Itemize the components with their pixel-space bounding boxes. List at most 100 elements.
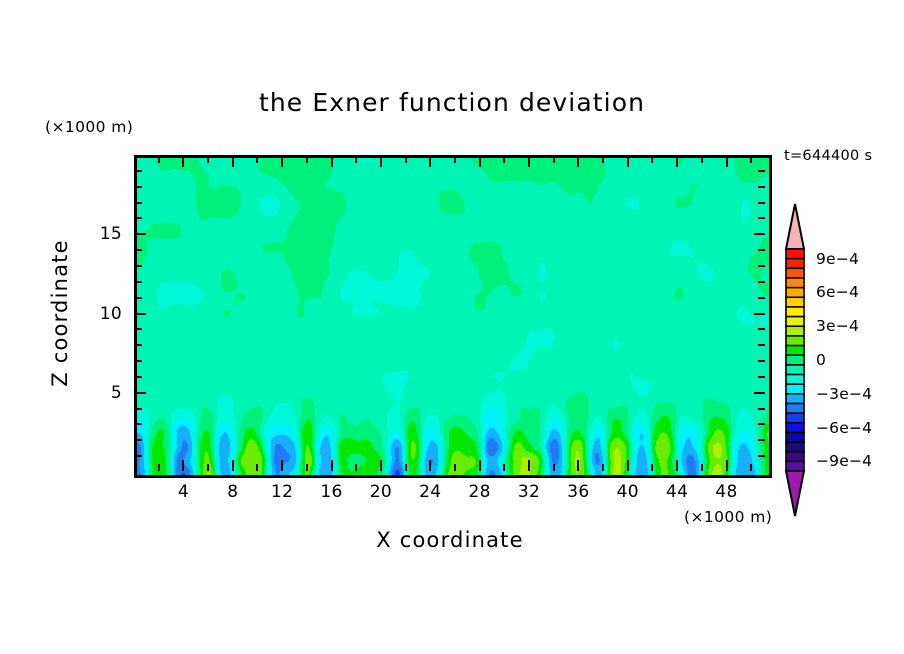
x-tick-mark <box>331 156 333 167</box>
x-tick-label: 44 <box>666 482 689 502</box>
x-tick-mark <box>182 156 184 167</box>
y-tick-mark <box>758 423 765 425</box>
x-tick-mark <box>528 156 530 167</box>
x-tick-mark <box>553 156 555 163</box>
colorbar-band <box>785 306 805 318</box>
x-tick-mark <box>355 464 357 471</box>
x-tick-label: 8 <box>227 482 239 502</box>
colorbar-band <box>785 354 805 367</box>
x-tick-mark <box>553 464 555 471</box>
x-tick-label: 48 <box>715 482 738 502</box>
x-tick-mark <box>429 156 431 167</box>
x-tick-mark <box>429 460 431 471</box>
colorbar-band <box>785 364 805 376</box>
colorbar-band <box>785 431 805 444</box>
x-tick-mark <box>701 156 703 163</box>
x-tick-mark <box>726 156 728 167</box>
colorbar-band <box>785 421 805 434</box>
y-tick-mark <box>135 376 142 378</box>
colorbar-tick-label: −6e−4 <box>816 418 873 437</box>
x-tick-mark <box>281 460 283 471</box>
y-tick-mark <box>135 360 142 362</box>
x-tick-mark <box>256 156 258 163</box>
x-tick-mark <box>207 464 209 471</box>
y-tick-mark <box>135 217 142 219</box>
x-tick-label: 12 <box>271 482 294 502</box>
y-tick-mark <box>758 376 765 378</box>
x-tick-mark <box>676 156 678 167</box>
y-tick-mark <box>754 392 765 394</box>
x-tick-mark <box>479 156 481 167</box>
colorbar-band <box>785 383 805 396</box>
y-tick-mark <box>135 297 142 299</box>
y-tick-mark <box>135 408 142 410</box>
colorbar-band <box>785 412 805 425</box>
colorbar-tick-label: −3e−4 <box>816 384 873 403</box>
x-tick-mark <box>577 460 579 471</box>
colorbar-tick-label: 6e−4 <box>816 283 860 302</box>
y-tick-mark <box>758 360 765 362</box>
y-tick-mark <box>758 297 765 299</box>
x-tick-label: 16 <box>320 482 343 502</box>
x-tick-mark <box>627 156 629 167</box>
y-tick-mark <box>135 455 142 457</box>
colorbar-min-arrow <box>784 470 806 517</box>
x-tick-mark <box>158 464 160 471</box>
y-tick-mark <box>758 281 765 283</box>
colorbar <box>780 203 810 523</box>
y-axis-unit-label: (×1000 m) <box>45 118 134 136</box>
x-tick-mark <box>281 156 283 167</box>
y-tick-mark <box>754 233 765 235</box>
x-tick-mark <box>232 156 234 167</box>
colorbar-band <box>785 335 805 347</box>
colorbar-band <box>785 257 805 270</box>
colorbar-band <box>785 315 805 328</box>
x-tick-mark <box>701 464 703 471</box>
colorbar-tick-label: 9e−4 <box>816 249 860 268</box>
colorbar-band <box>785 325 805 338</box>
x-axis-unit-label: (×1000 m) <box>684 508 773 526</box>
colorbar-band <box>785 441 805 454</box>
y-tick-mark <box>758 328 765 330</box>
colorbar-band <box>785 344 805 357</box>
colorbar-tick-label: −9e−4 <box>816 452 873 471</box>
x-tick-mark <box>528 460 530 471</box>
y-tick-mark <box>135 328 142 330</box>
x-tick-mark <box>454 464 456 471</box>
x-tick-mark <box>577 156 579 167</box>
x-tick-mark <box>479 460 481 471</box>
colorbar-band <box>785 296 805 309</box>
y-tick-mark <box>758 344 765 346</box>
y-tick-mark <box>758 455 765 457</box>
y-tick-mark <box>758 439 765 441</box>
x-tick-label: 20 <box>369 482 392 502</box>
colorbar-band <box>785 402 805 415</box>
x-tick-mark <box>750 156 752 163</box>
x-tick-label: 32 <box>517 482 541 502</box>
colorbar-band <box>785 277 805 290</box>
x-tick-mark <box>602 156 604 163</box>
y-tick-mark <box>135 170 142 172</box>
colorbar-band <box>785 373 805 386</box>
x-tick-mark <box>355 156 357 163</box>
page-title: the Exner function deviation <box>258 88 646 117</box>
x-tick-mark <box>182 460 184 471</box>
x-tick-mark <box>676 460 678 471</box>
x-tick-label: 40 <box>616 482 639 502</box>
y-tick-mark <box>135 423 142 425</box>
y-tick-mark <box>758 249 765 251</box>
colorbar-band <box>785 286 805 299</box>
y-tick-label: 10 <box>99 303 122 324</box>
x-tick-mark <box>750 464 752 471</box>
x-tick-label: 24 <box>419 482 442 502</box>
y-tick-mark <box>135 344 142 346</box>
y-tick-mark <box>135 233 146 235</box>
colorbar-band <box>785 392 805 405</box>
y-tick-mark <box>758 217 765 219</box>
x-tick-mark <box>405 156 407 163</box>
x-tick-mark <box>503 156 505 163</box>
y-tick-mark <box>758 202 765 204</box>
x-tick-mark <box>627 460 629 471</box>
colorbar-max-arrow <box>784 203 806 250</box>
colorbar-tick-label: 3e−4 <box>816 317 860 336</box>
